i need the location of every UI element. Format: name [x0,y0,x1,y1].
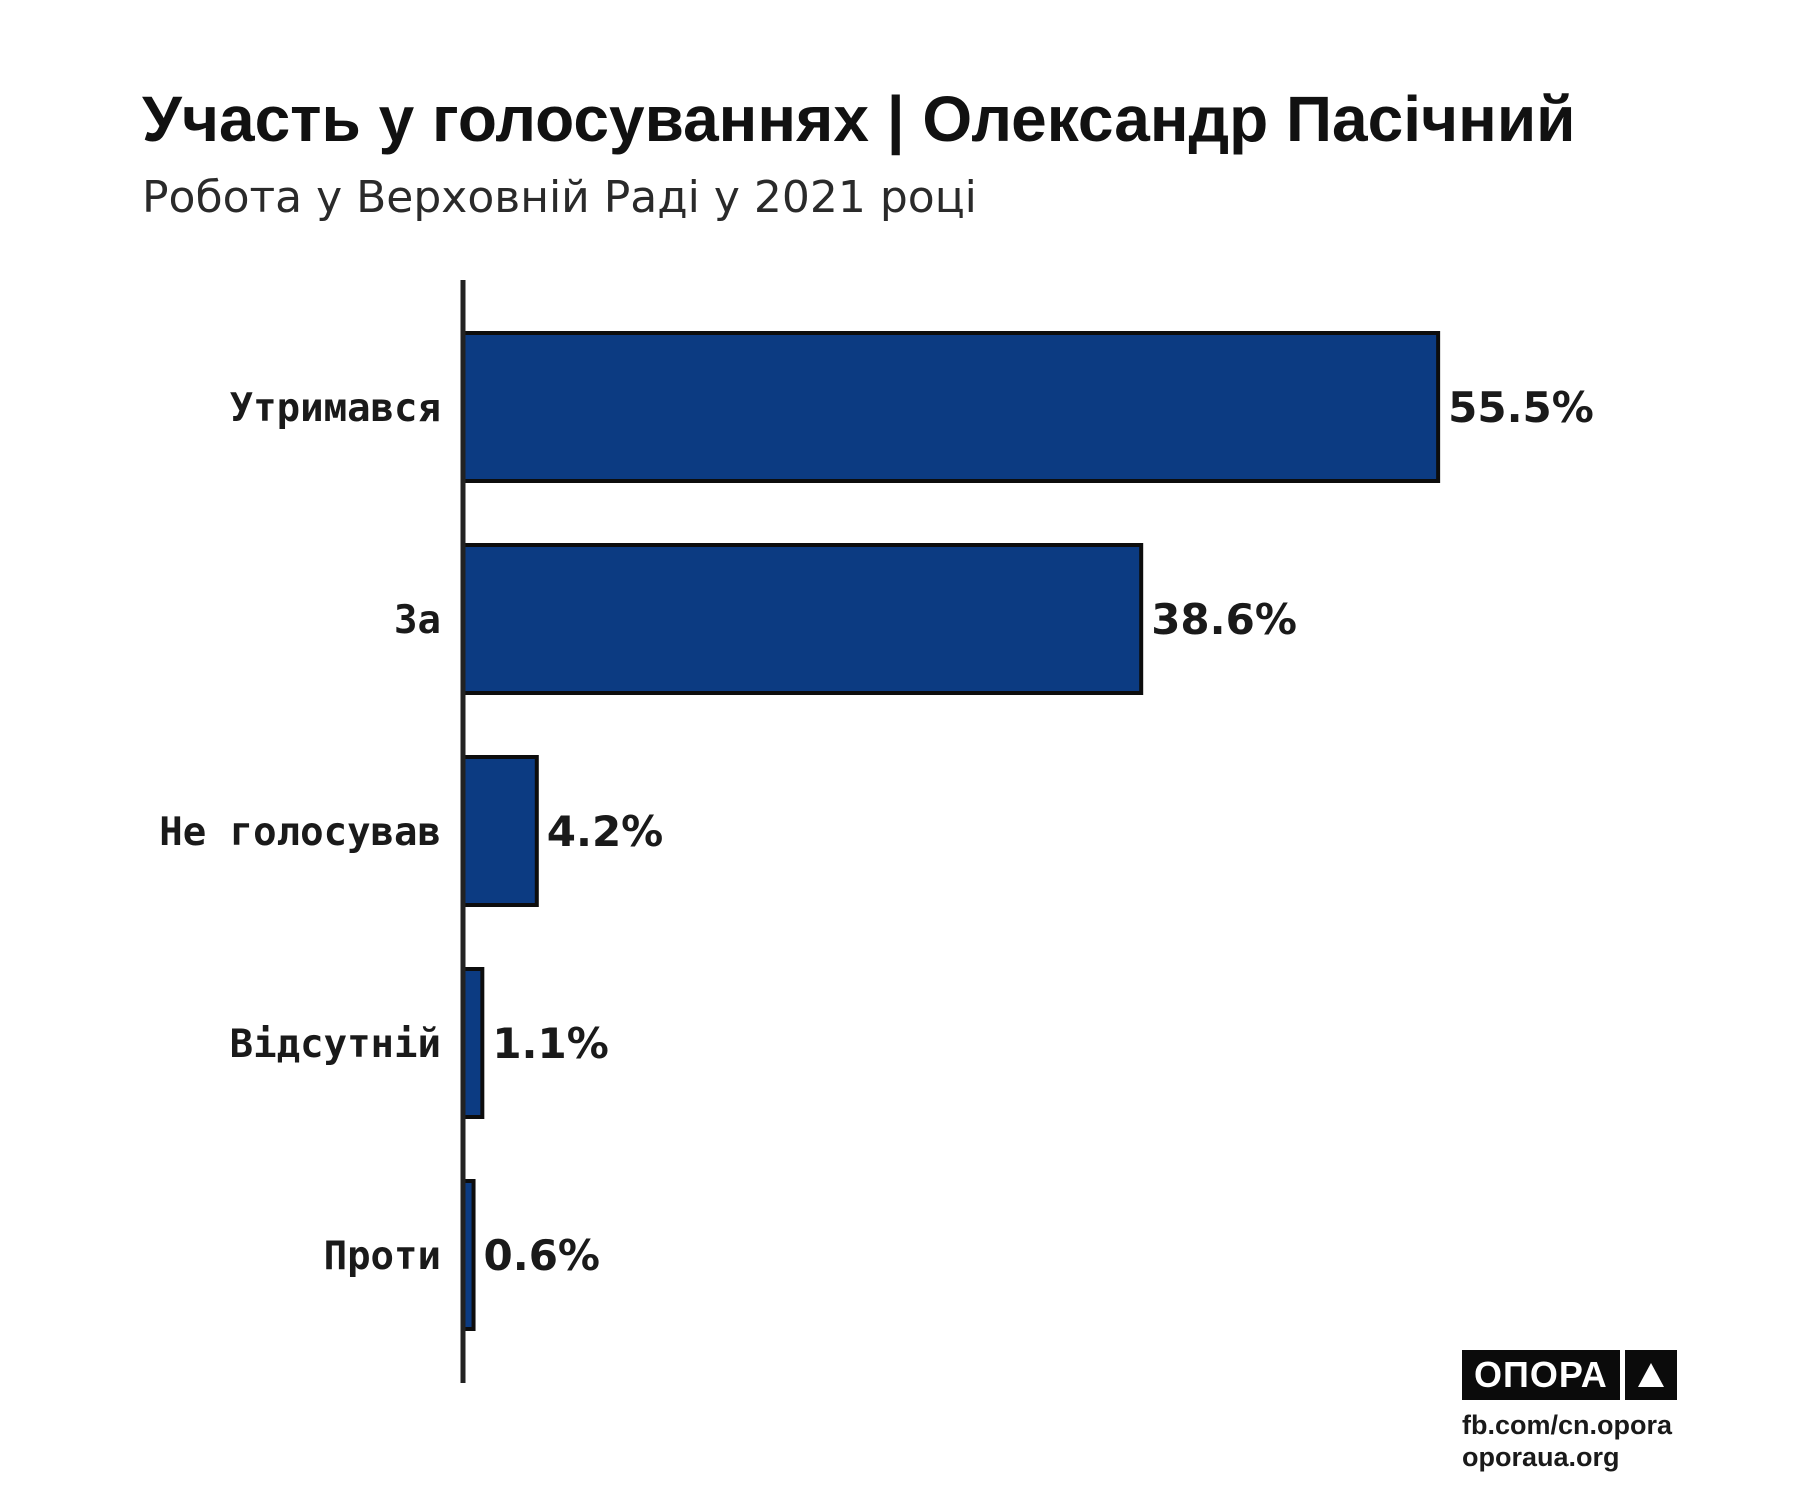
value-label-2: 4.2% [547,807,663,856]
category-label-4: Проти [324,1234,441,1279]
chart-title: Участь у голосуваннях | Олександр Пасічн… [142,83,1576,155]
source-facebook: fb.com/cn.opora [1462,1410,1673,1440]
bar-1 [461,543,1144,695]
triangle-icon [1624,1350,1677,1400]
value-label-1: 38.6% [1151,595,1297,644]
source-website: oporaua.org [1462,1442,1620,1472]
chart-subtitle: Робота у Верховній Раді у 2021 році [142,172,977,223]
category-label-1: За [394,598,441,643]
category-label-0: Утримався [230,386,441,431]
logo-text: ОПОРА [1462,1350,1620,1400]
category-label-2: Не голосував [159,810,441,855]
value-label-4: 0.6% [484,1231,600,1280]
bar-0 [461,331,1441,483]
bar-2 [461,755,539,907]
category-label-3: Відсутній [230,1022,441,1067]
logo-gap [1619,1350,1625,1400]
bars-group: Утримався 55.5% За 38.6% Не голосував 4.2% Від… [159,331,1594,1331]
value-label-3: 1.1% [492,1019,608,1068]
opora-logo: ОПОРА [1462,1350,1677,1400]
value-label-0: 55.5% [1448,383,1594,432]
bar-3 [461,967,485,1119]
